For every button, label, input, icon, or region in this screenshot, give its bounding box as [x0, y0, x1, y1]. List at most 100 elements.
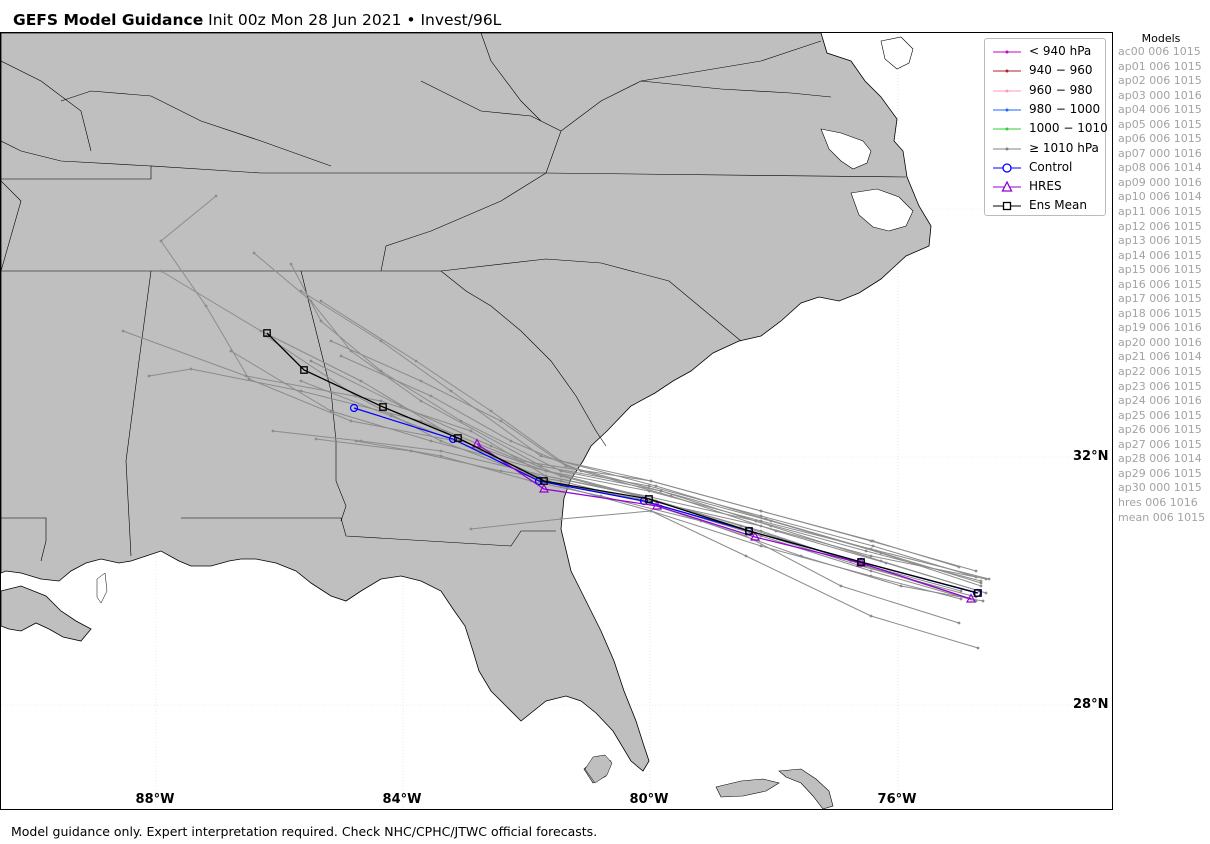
model-list-item: ap01 006 1015: [1118, 59, 1202, 73]
model-list-item: ap23 006 1015: [1118, 379, 1202, 393]
legend-item: 960 − 980: [989, 82, 1105, 100]
member-track: [315, 438, 977, 602]
member-track-point: [769, 524, 773, 528]
models-header: Models: [1141, 32, 1181, 45]
member-track-point: [214, 194, 218, 198]
member-track-point: [244, 374, 248, 378]
member-track-point: [869, 569, 873, 573]
lon-label-84w: 84°W: [382, 792, 422, 807]
member-track-point: [319, 319, 323, 323]
member-track-point: [499, 419, 503, 423]
model-list-item: ap17 006 1015: [1118, 292, 1202, 306]
model-list-item: ap27 006 1015: [1118, 437, 1202, 451]
member-track-point: [744, 554, 748, 558]
border-md-pa: [640, 80, 832, 98]
member-track-point: [864, 549, 868, 553]
legend-swatch: [993, 163, 1021, 173]
member-track-point: [459, 419, 463, 423]
member-track-point: [389, 414, 393, 418]
disclaimer-footer: Model guidance only. Expert interpretati…: [11, 824, 598, 839]
member-track-point: [159, 239, 163, 243]
model-list-item: ap14 006 1015: [1118, 248, 1202, 262]
model-list-item: hres 006 1016: [1118, 495, 1198, 509]
ens-mean-point: [263, 329, 271, 337]
ens-mean-point: [300, 366, 308, 374]
member-track-point: [957, 565, 961, 569]
legend-swatch: [993, 89, 1021, 93]
border-great-lakes-region: [1, 60, 92, 152]
member-track-point: [259, 329, 263, 333]
member-track-point: [869, 614, 873, 618]
member-track-point: [981, 599, 985, 603]
legend-label: 940 − 960: [1029, 63, 1093, 78]
model-list-item: ap07 000 1016: [1118, 146, 1202, 160]
model-list-item: ap18 006 1015: [1118, 306, 1202, 320]
ens-mean-point: [645, 495, 653, 503]
member-track-point: [349, 419, 353, 423]
model-list-item: mean 006 1015: [1118, 510, 1206, 524]
models-items: ac00 006 1015 ap01 006 1015 ap02 006 1015 a…: [1118, 45, 1210, 525]
mississippi-delta: [1, 585, 92, 642]
member-track-point: [957, 621, 961, 625]
member-track-point: [974, 569, 978, 573]
member-track-point: [539, 454, 543, 458]
member-track-point: [774, 529, 778, 533]
title-init-storm: Init 00z Mon 28 Jun 2021 • Invest/96L: [203, 11, 502, 29]
border-nc-va: [380, 172, 547, 272]
member-track-point: [649, 509, 653, 513]
hres-point: [539, 483, 549, 493]
model-list-item: ap22 006 1015: [1118, 365, 1202, 379]
member-track-point: [639, 494, 643, 498]
legend-item: 1000 − 1010: [989, 120, 1108, 138]
member-track-point: [509, 439, 513, 443]
member-track-point: [229, 349, 233, 353]
member-track-point: [309, 359, 313, 363]
member-track: [300, 290, 982, 584]
map-panel: [0, 32, 1113, 810]
legend-item: ≥ 1010 hPa: [989, 140, 1105, 158]
legend-item: < 940 hPa: [989, 43, 1105, 61]
member-track-point: [984, 591, 988, 595]
model-list-item: ap06 006 1015: [1118, 132, 1202, 146]
lon-label-76w: 76°W: [877, 792, 917, 807]
member-track-point: [379, 339, 383, 343]
bahamas-abaco: [778, 768, 834, 809]
legend-label: < 940 hPa: [1029, 44, 1092, 58]
lon-label-80w: 80°W: [629, 792, 669, 807]
member-track: [340, 355, 987, 594]
ens-mean-point: [857, 558, 865, 566]
legend-swatch: [993, 180, 1021, 192]
mobile-bay: [96, 572, 108, 604]
hres-point: [966, 593, 976, 603]
member-track-point: [871, 539, 875, 543]
member-track-point: [884, 561, 888, 565]
control-point: [349, 403, 359, 413]
member-track-point: [489, 444, 493, 448]
member-track-point: [121, 329, 125, 333]
member-track-point: [271, 429, 275, 433]
model-list-item: ap02 006 1015: [1118, 74, 1202, 88]
legend-item: HRES: [989, 178, 1105, 196]
ens-mean-track: [266, 332, 979, 594]
member-track-point: [899, 584, 903, 588]
model-list-item: ap25 006 1015: [1118, 408, 1202, 422]
lon-label-88w: 88°W: [135, 792, 175, 807]
legend-label: 960 − 980: [1029, 82, 1093, 97]
member-track-point: [299, 289, 303, 293]
legend-label: ≥ 1010 hPa: [1029, 140, 1099, 155]
lake-okeechobee: [584, 754, 613, 784]
model-list-item: ap11 006 1015: [1118, 205, 1202, 219]
member-track-point: [439, 439, 443, 443]
member-track-point: [654, 484, 658, 488]
member-track-point: [414, 359, 418, 363]
member-track-point: [599, 494, 603, 498]
member-track-point: [499, 469, 503, 473]
border-ms-la: [1, 517, 47, 562]
legend-label: Ens Mean: [1029, 198, 1087, 213]
member-track-point: [559, 469, 563, 473]
member-track-point: [419, 379, 423, 383]
border-ms-al: [125, 270, 152, 557]
member-track-point: [159, 269, 163, 273]
legend-label: 1000 − 1010: [1029, 121, 1108, 136]
legend-swatch: [993, 147, 1021, 150]
